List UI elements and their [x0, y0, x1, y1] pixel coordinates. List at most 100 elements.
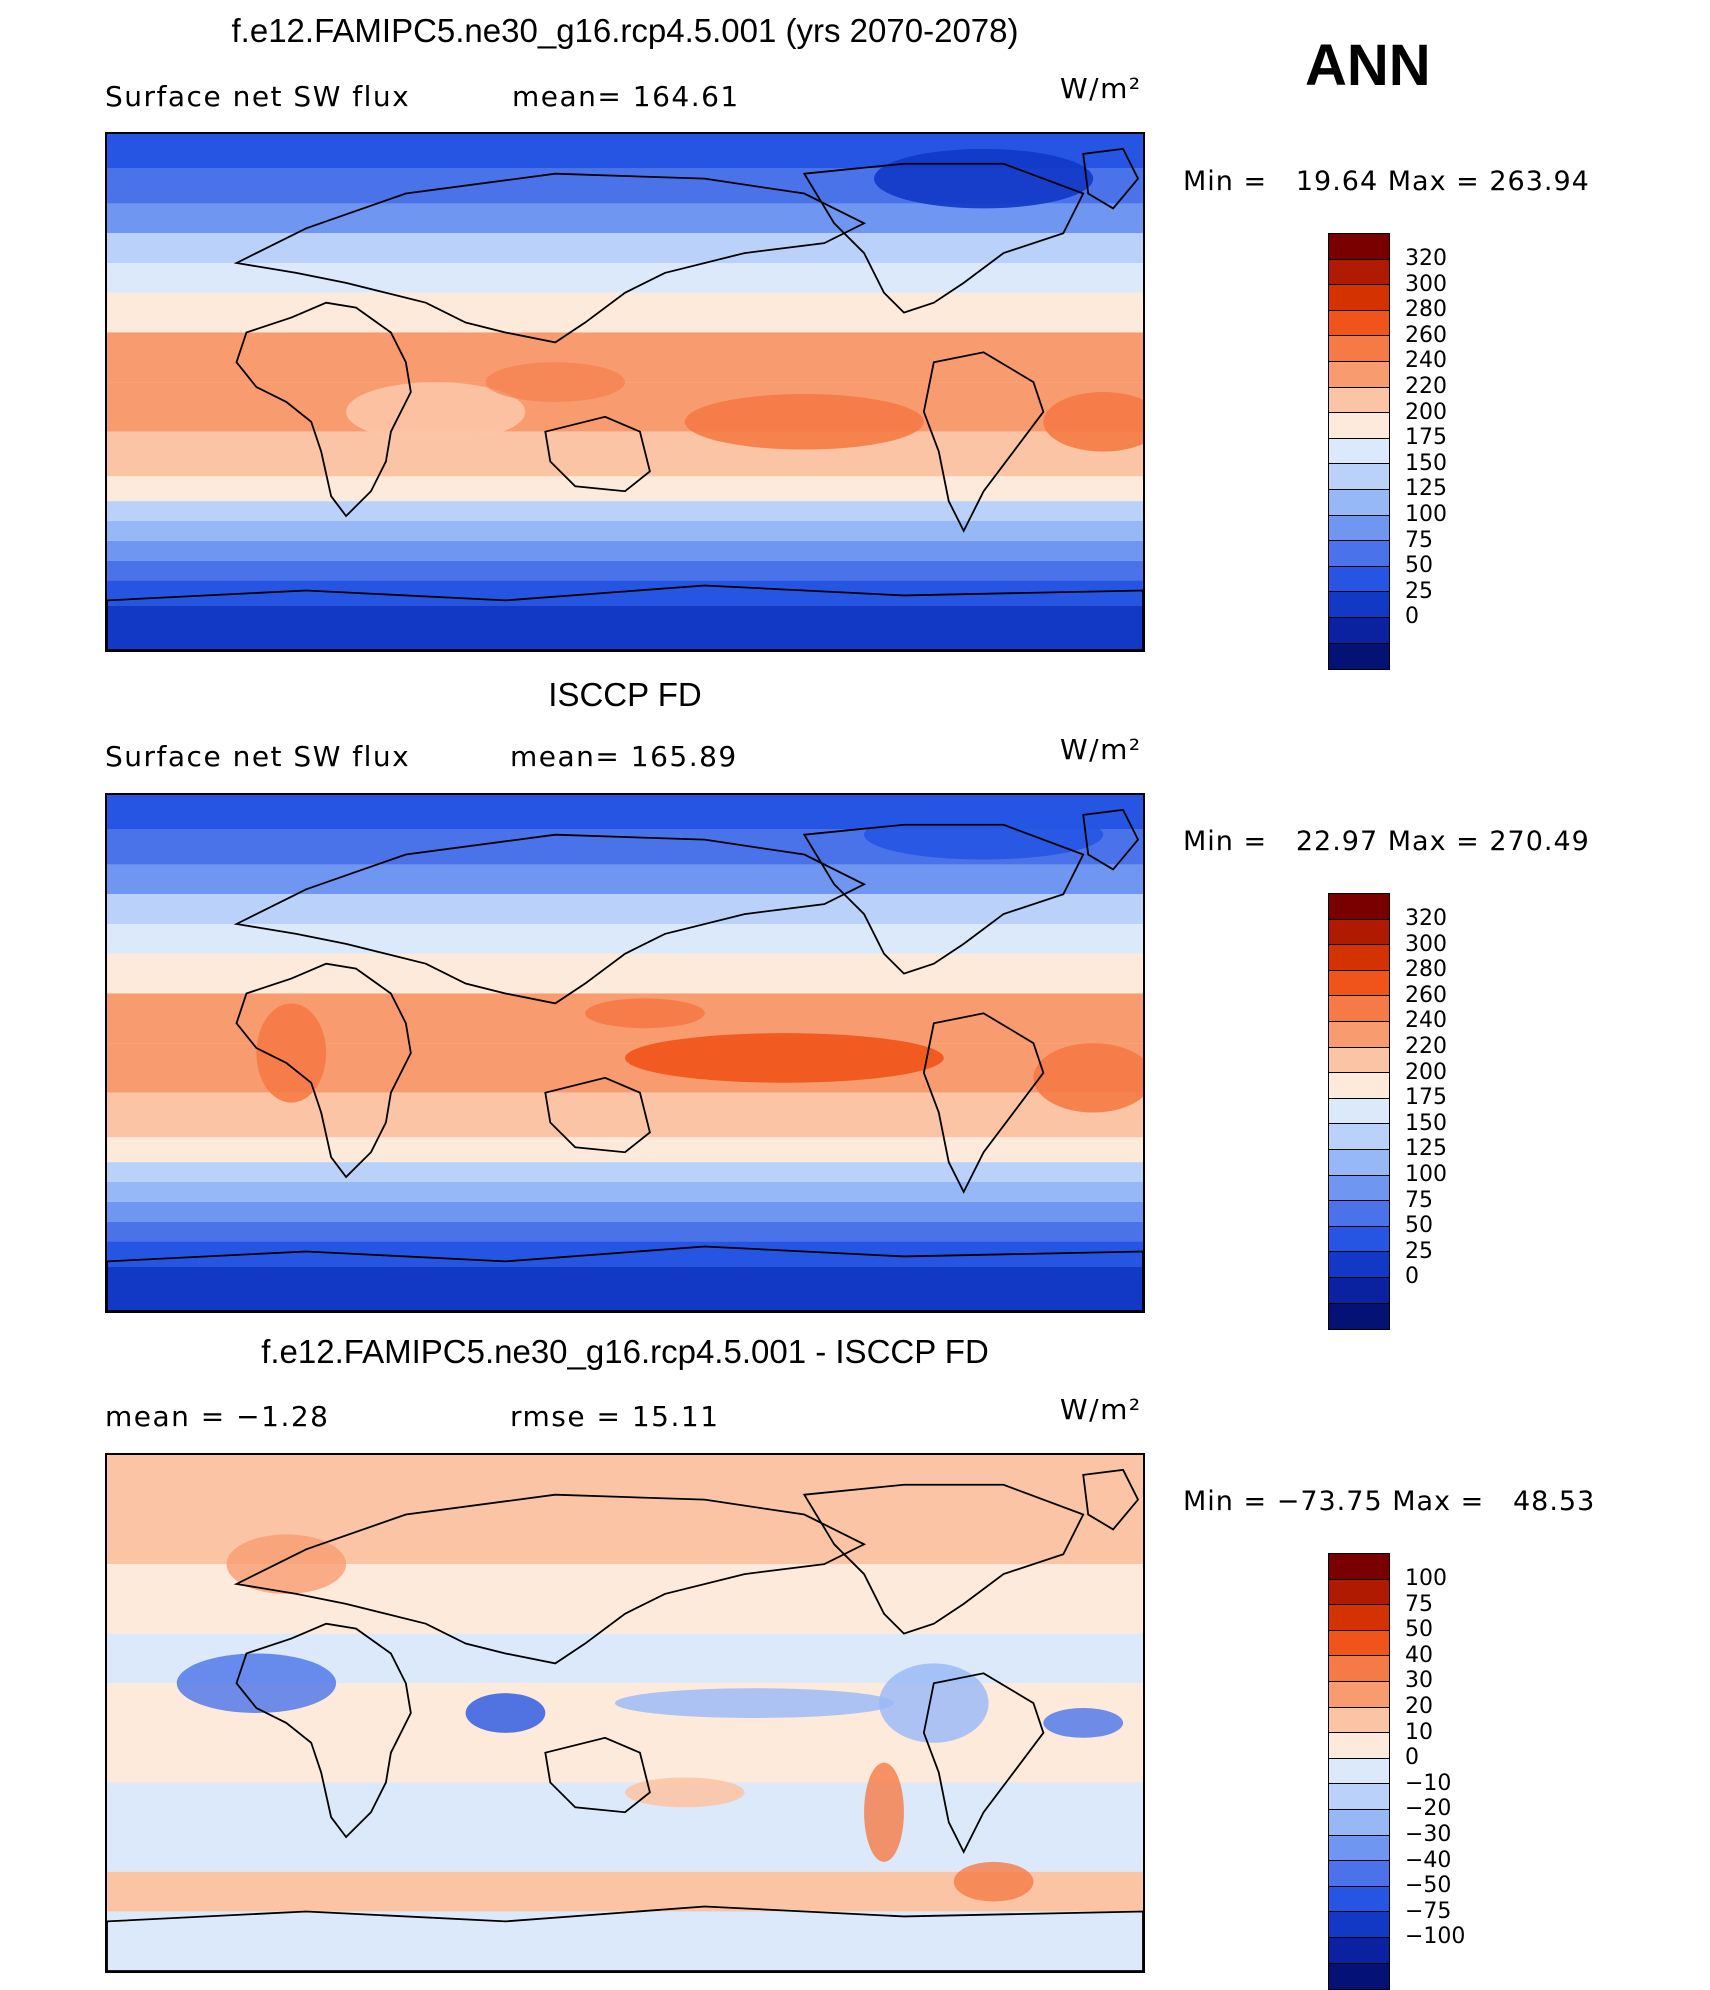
colorbar-tick-label: 280: [1405, 957, 1447, 983]
colorbar-swatch: [1329, 1937, 1389, 1964]
panel2-title: ISCCP FD: [548, 676, 702, 713]
colorbar-swatch: [1329, 617, 1389, 644]
panel3-title: f.e12.FAMIPC5.ne30_g16.rcp4.5.001 - ISCC…: [261, 1333, 989, 1370]
panel3-mean-label: mean = −1.28: [105, 1400, 330, 1433]
panel1-variable-label: Surface net SW flux: [105, 80, 411, 113]
colorbar-swatch: [1329, 1098, 1389, 1125]
panel1-units: W/m²: [1060, 72, 1142, 105]
colorbar-tick-label: 75: [1405, 1591, 1433, 1617]
panel2-minmax: Min = 22.97 Max = 270.49: [1183, 826, 1590, 857]
colorbar-tick-label: 75: [1405, 1187, 1433, 1213]
colorbar-swatch: [1329, 1835, 1389, 1862]
colorbar-tick-label: 100: [1405, 1161, 1447, 1187]
panel2-units: W/m²: [1060, 733, 1142, 766]
colorbar-tick-label: 175: [1405, 425, 1447, 451]
colorbar-swatch: [1329, 1226, 1389, 1253]
colorbar-tick-label: 0: [1405, 604, 1419, 630]
colorbar-swatch: [1329, 1784, 1389, 1810]
colorbar-tick-label: 280: [1405, 297, 1447, 323]
colorbar-tick-label: 200: [1405, 399, 1447, 425]
colorbar-tick-label: 25: [1405, 1238, 1433, 1264]
colorbar-swatch: [1329, 361, 1389, 388]
colorbar-swatch: [1329, 970, 1389, 997]
colorbar-tick-label: 25: [1405, 578, 1433, 604]
colorbar-tick-label: 300: [1405, 271, 1447, 297]
colorbar-swatch: [1329, 438, 1389, 465]
panel3-units: W/m²: [1060, 1393, 1142, 1426]
colorbar-swatch: [1329, 413, 1389, 439]
colorbar-tick-label: 100: [1405, 501, 1447, 527]
colorbar-swatch: [1329, 1963, 1389, 1990]
colorbar-swatch: [1329, 464, 1389, 490]
panel1-minmax: Min = 19.64 Max = 263.94: [1183, 166, 1590, 197]
colorbar-swatch: [1329, 894, 1389, 920]
colorbar-tick-label: 125: [1405, 476, 1447, 502]
panel2-map: [105, 793, 1145, 1313]
colorbar-swatch: [1329, 259, 1389, 286]
colorbar-swatch: [1329, 515, 1389, 542]
colorbar-swatch: [1329, 1303, 1389, 1330]
panel1-colorbar: [1328, 233, 1390, 671]
panel3-colorbar: [1328, 1553, 1390, 1990]
colorbar-swatch: [1329, 1047, 1389, 1074]
colorbar-tick-label: 200: [1405, 1059, 1447, 1085]
colorbar-swatch: [1329, 1912, 1389, 1938]
panel1-colorbar-labels: 320 300 280 260 240 220 200 175 150 125 100 75 50 25 0: [1405, 246, 1447, 630]
colorbar-swatch: [1329, 234, 1389, 260]
colorbar-tick-label: 50: [1405, 553, 1433, 579]
colorbar-swatch: [1329, 489, 1389, 516]
panel1-title: f.e12.FAMIPC5.ne30_g16.rcp4.5.001 (yrs 2…: [231, 12, 1019, 49]
colorbar-tick-label: 40: [1405, 1642, 1433, 1668]
colorbar-swatch: [1329, 336, 1389, 362]
colorbar-swatch: [1329, 1277, 1389, 1304]
colorbar-tick-label: 0: [1405, 1264, 1419, 1290]
colorbar-tick-label: 100: [1405, 1566, 1447, 1591]
colorbar-tick-label: 220: [1405, 1033, 1447, 1059]
colorbar-tick-label: 260: [1405, 322, 1447, 348]
panel3-map: [105, 1453, 1145, 1973]
panel3-colorbar-labels: 100 75 50 40 30 20 10 0 −10 −20 −30 −40 −50 −75 −100: [1405, 1566, 1465, 1950]
colorbar-tick-label: 50: [1405, 1213, 1433, 1239]
panel2-mean-label: mean= 165.89: [510, 740, 738, 773]
colorbar-swatch: [1329, 1579, 1389, 1606]
colorbar-swatch: [1329, 1073, 1389, 1099]
colorbar-swatch: [1329, 643, 1389, 670]
colorbar-swatch: [1329, 1124, 1389, 1150]
colorbar-tick-label: −20: [1405, 1796, 1452, 1822]
colorbar-tick-label: 125: [1405, 1136, 1447, 1162]
colorbar-swatch: [1329, 1733, 1389, 1759]
panel3-rmse-label: rmse = 15.11: [510, 1400, 720, 1433]
colorbar-swatch: [1329, 1758, 1389, 1785]
colorbar-tick-label: −40: [1405, 1847, 1452, 1873]
panel2-colorbar: [1328, 893, 1390, 1331]
colorbar-tick-label: −75: [1405, 1898, 1452, 1924]
colorbar-swatch: [1329, 566, 1389, 593]
colorbar-tick-label: 10: [1405, 1719, 1433, 1745]
colorbar-swatch: [1329, 1656, 1389, 1682]
panel1-mean-label: mean= 164.61: [512, 80, 740, 113]
colorbar-tick-label: −100: [1405, 1924, 1466, 1950]
panel1-map: [105, 132, 1145, 652]
colorbar-swatch: [1329, 1605, 1389, 1631]
colorbar-swatch: [1329, 1201, 1389, 1227]
colorbar-swatch: [1329, 1630, 1389, 1657]
colorbar-swatch: [1329, 1252, 1389, 1278]
colorbar-swatch: [1329, 1886, 1389, 1913]
colorbar-tick-label: 0: [1405, 1745, 1419, 1771]
colorbar-swatch: [1329, 996, 1389, 1022]
colorbar-tick-label: 20: [1405, 1693, 1433, 1719]
colorbar-swatch: [1329, 1554, 1389, 1580]
colorbar-tick-label: 320: [1405, 906, 1447, 931]
colorbar-tick-label: −50: [1405, 1873, 1452, 1899]
colorbar-swatch: [1329, 1021, 1389, 1048]
colorbar-tick-label: −10: [1405, 1770, 1452, 1796]
colorbar-swatch: [1329, 945, 1389, 971]
colorbar-swatch: [1329, 541, 1389, 567]
colorbar-swatch: [1329, 592, 1389, 618]
colorbar-tick-label: 75: [1405, 527, 1433, 553]
colorbar-tick-label: 260: [1405, 982, 1447, 1008]
colorbar-tick-label: 320: [1405, 246, 1447, 271]
colorbar-swatch: [1329, 1681, 1389, 1708]
colorbar-tick-label: 220: [1405, 373, 1447, 399]
season-label: ANN: [1305, 33, 1431, 98]
